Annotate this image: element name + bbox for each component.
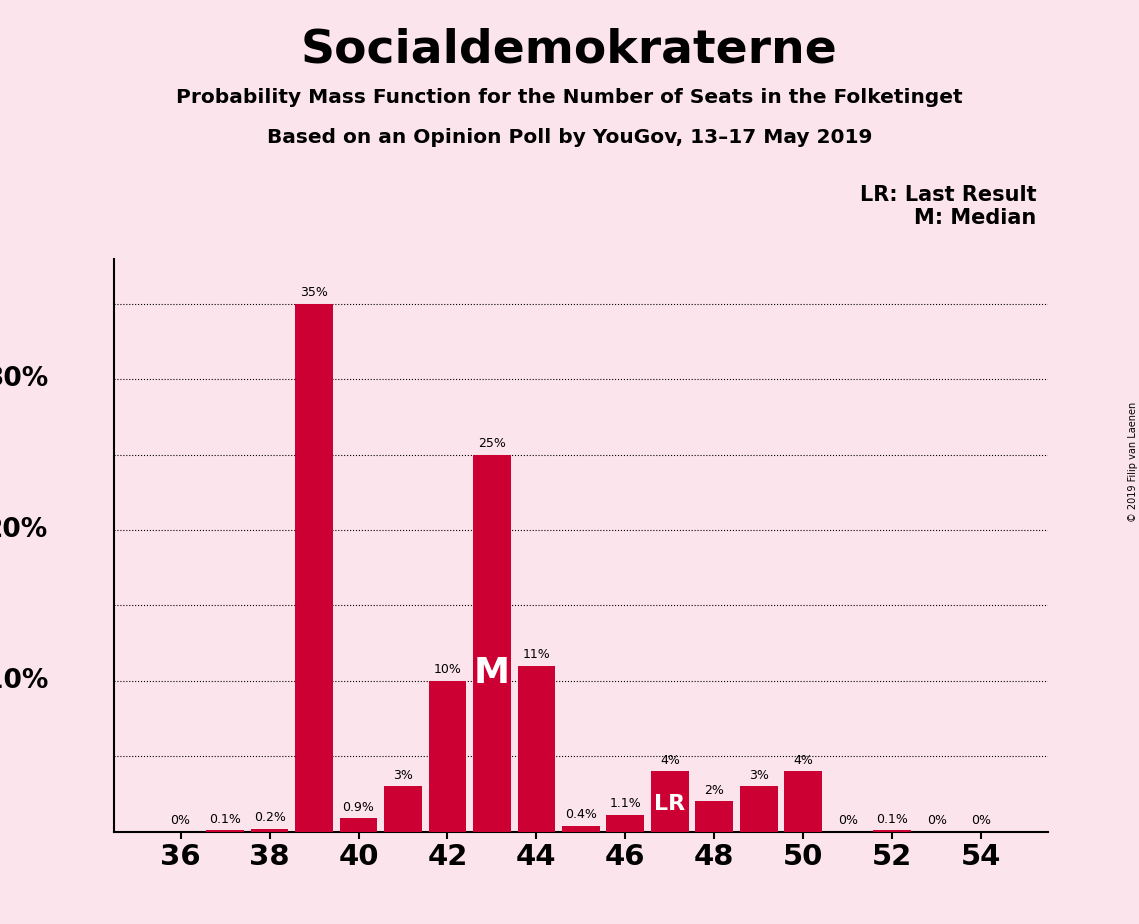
Bar — [517, 666, 556, 832]
Text: © 2019 Filip van Laenen: © 2019 Filip van Laenen — [1129, 402, 1138, 522]
Text: Based on an Opinion Poll by YouGov, 13–17 May 2019: Based on an Opinion Poll by YouGov, 13–1… — [267, 128, 872, 147]
Text: 0%: 0% — [838, 814, 858, 827]
Text: 11%: 11% — [523, 649, 550, 662]
Text: LR: Last Result: LR: Last Result — [860, 185, 1036, 205]
Text: 4%: 4% — [794, 754, 813, 767]
Text: 0%: 0% — [171, 814, 190, 827]
Text: 0.4%: 0.4% — [565, 808, 597, 821]
Bar — [384, 786, 421, 832]
Bar — [562, 825, 600, 832]
Text: 4%: 4% — [659, 754, 680, 767]
Bar — [473, 455, 511, 832]
Bar — [428, 681, 466, 832]
Bar — [874, 830, 911, 832]
Text: 10%: 10% — [0, 668, 49, 694]
Text: 0%: 0% — [972, 814, 991, 827]
Bar — [206, 830, 244, 832]
Text: M: Median: M: Median — [915, 208, 1036, 228]
Text: M: M — [474, 656, 510, 690]
Text: 30%: 30% — [0, 366, 49, 393]
Text: 0.9%: 0.9% — [343, 800, 375, 813]
Bar — [740, 786, 778, 832]
Text: 0.1%: 0.1% — [876, 812, 908, 825]
Bar — [652, 772, 689, 832]
Text: 10%: 10% — [434, 663, 461, 676]
Text: LR: LR — [654, 795, 686, 814]
Bar — [339, 818, 377, 832]
Bar — [295, 304, 333, 832]
Text: 0.2%: 0.2% — [254, 811, 286, 824]
Text: 25%: 25% — [478, 437, 506, 450]
Text: 35%: 35% — [300, 286, 328, 299]
Text: 3%: 3% — [748, 769, 769, 782]
Text: 0.1%: 0.1% — [210, 812, 241, 825]
Text: 20%: 20% — [0, 517, 49, 543]
Text: 0%: 0% — [927, 814, 947, 827]
Bar — [606, 815, 645, 832]
Text: Socialdemokraterne: Socialdemokraterne — [301, 28, 838, 73]
Bar — [785, 772, 822, 832]
Text: 1.1%: 1.1% — [609, 797, 641, 810]
Text: 2%: 2% — [704, 784, 724, 796]
Text: Probability Mass Function for the Number of Seats in the Folketinget: Probability Mass Function for the Number… — [177, 88, 962, 107]
Text: 3%: 3% — [393, 769, 413, 782]
Bar — [251, 829, 288, 832]
Bar — [696, 801, 734, 832]
